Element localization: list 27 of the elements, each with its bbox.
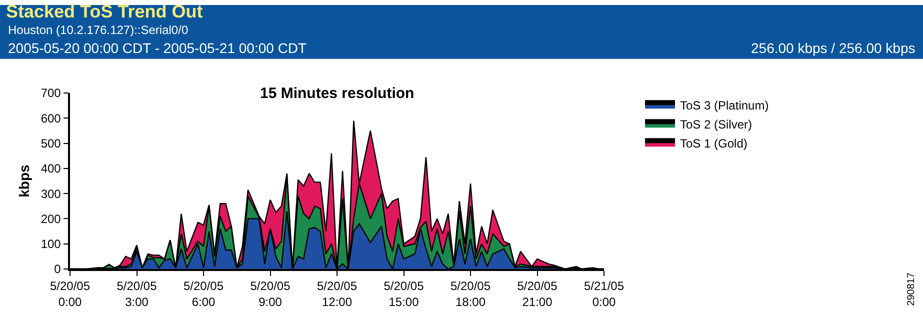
y-tick-label: 400	[40, 162, 62, 176]
text: 256.00 kbps / 256.00 kbps	[751, 40, 916, 56]
text: 290817	[906, 272, 918, 306]
legend-label: ToS 3 (Platinum)	[680, 98, 769, 112]
y-axis-title: kbps	[16, 164, 32, 198]
legend-label: ToS 2 (Silver)	[680, 117, 752, 132]
y-tick-label: 300	[40, 186, 62, 201]
chart-subtitle: Houston (10.2.176.127)::Serial0/0	[8, 23, 188, 37]
y-tick-label: 600	[40, 111, 62, 126]
y-tick-label: 500	[40, 136, 62, 150]
x-tick-label: 5/20/05 21:00	[517, 279, 558, 309]
legend-label: ToS 1 (Gold)	[680, 136, 748, 150]
x-tick-label: 5/21/05 0:00	[584, 279, 624, 309]
text: 2005-05-20 00:00 CDT - 2005-05-21 00:00 CDT	[8, 40, 308, 56]
x-tick-label: 5/20/05 3:00	[116, 279, 158, 309]
x-tick-label: 5/20/05 18:00	[450, 279, 491, 309]
y-tick-label: 0	[54, 262, 62, 276]
annotation: 15 Minutes resolution	[260, 85, 414, 102]
y-tick-label: 200	[40, 212, 62, 226]
x-tick-label: 5/20/05 6:00	[183, 279, 224, 309]
x-tick-label: 5/20/05 12:00	[316, 279, 358, 309]
y-tick-label: 100	[40, 237, 62, 252]
x-tick-label: 5/20/05 0:00	[50, 279, 90, 309]
y-tick-label: 700	[40, 86, 62, 100]
x-tick-label: 5/20/05 15:00	[384, 279, 424, 309]
x-tick-label: 5/20/05 9:00	[250, 279, 291, 309]
chart-title: Stacked ToS Trend Out	[6, 1, 203, 22]
